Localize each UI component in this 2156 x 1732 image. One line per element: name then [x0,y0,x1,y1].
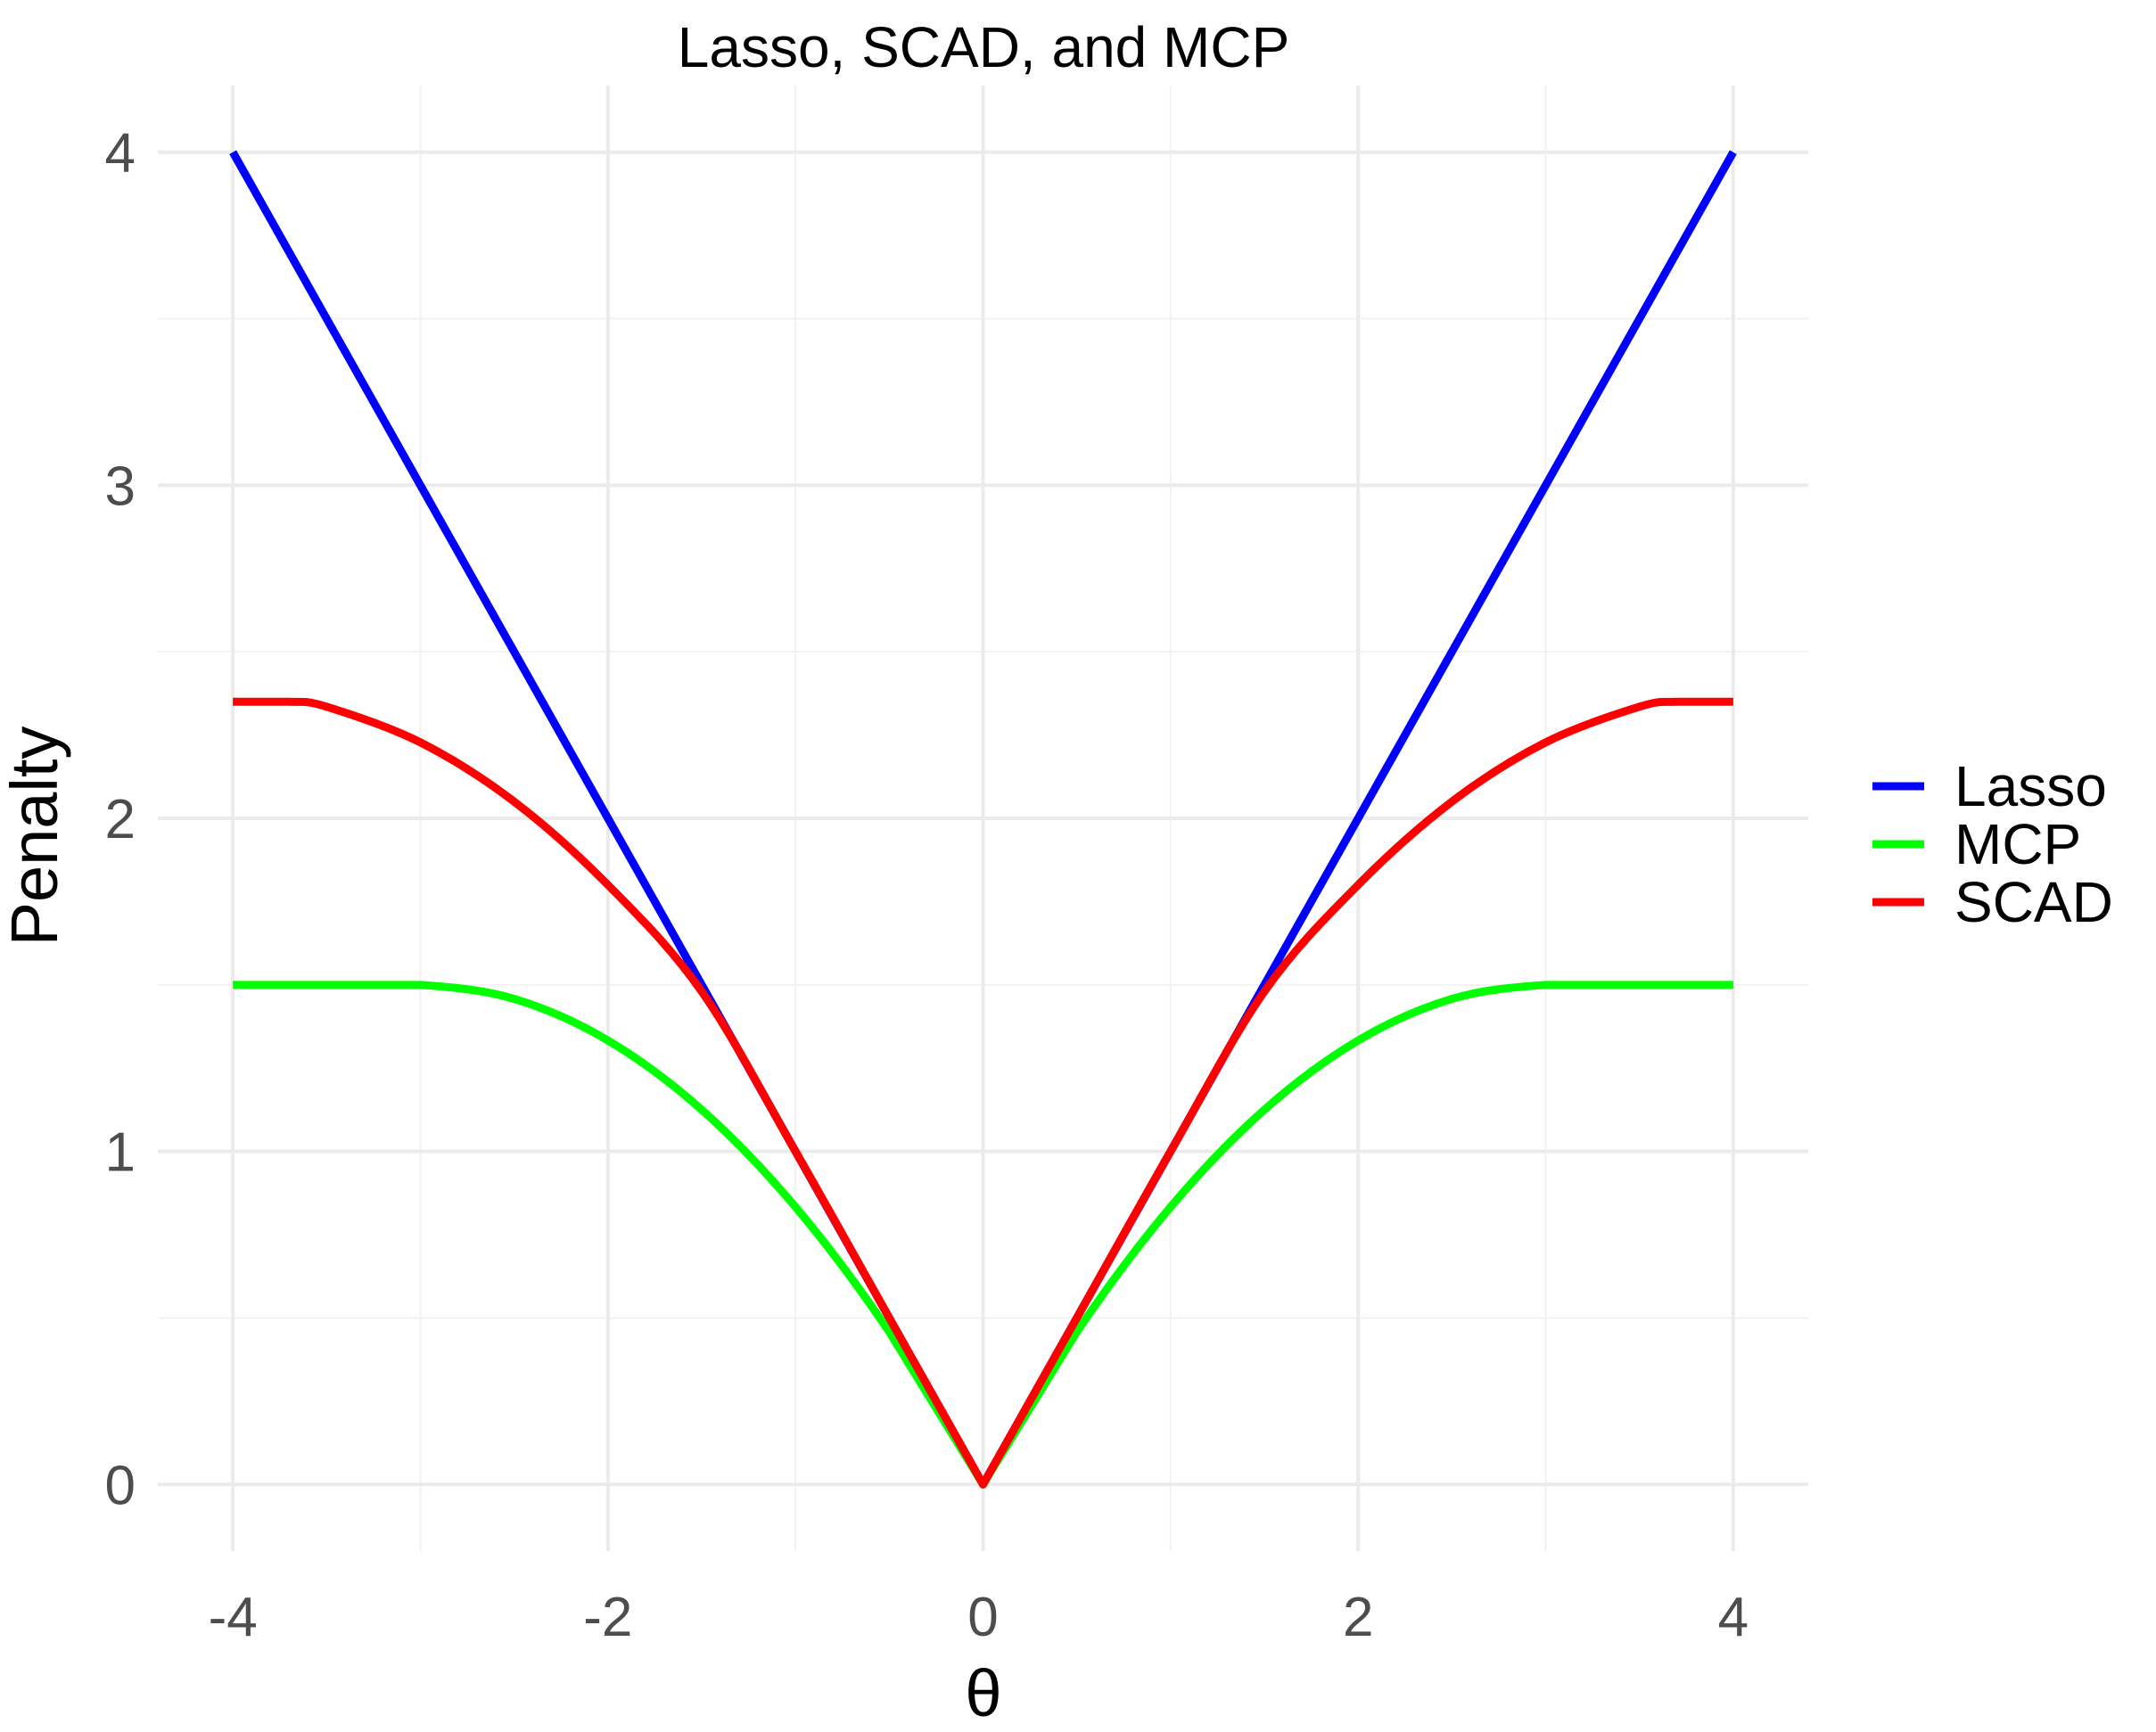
x-tick-label: -4 [209,1587,258,1648]
legend-label-mcp: MCP [1954,812,2081,876]
series-lines [229,150,1737,1489]
y-tick-label: 2 [105,789,136,850]
x-tick-label: 2 [1343,1587,1373,1648]
y-axis-title: Penalty [0,726,71,947]
y-tick-label: 1 [105,1122,136,1184]
y-tick-labels: 0 1 2 3 4 [105,123,136,1517]
series-line-scad [233,697,1733,1489]
y-tick-label: 0 [105,1455,136,1516]
legend-label-lasso: Lasso [1954,754,2107,818]
x-tick-label: 4 [1718,1587,1749,1648]
y-tick-label: 3 [105,456,136,517]
x-tick-label: 0 [967,1587,998,1648]
x-tick-labels: -4 -2 0 2 4 [209,1587,1749,1648]
legend-label-scad: SCAD [1954,870,2113,934]
x-tick-label: -2 [583,1587,632,1648]
y-tick-label: 4 [105,123,136,185]
chart-title: Lasso, SCAD, and MCP [678,15,1290,79]
x-axis-title: θ [965,1656,1001,1730]
